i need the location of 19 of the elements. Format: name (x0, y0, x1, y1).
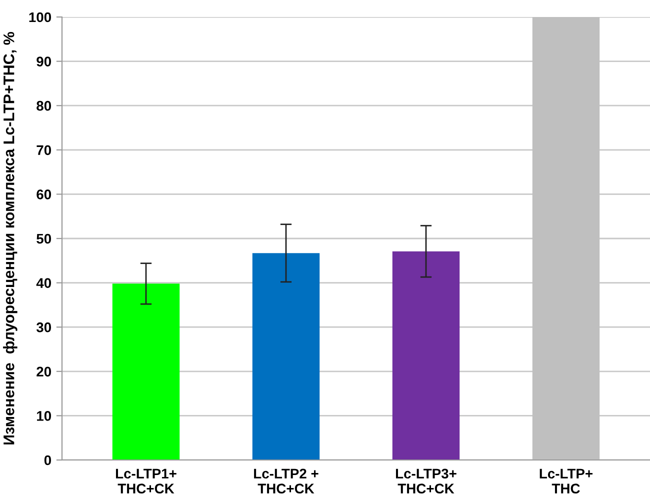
y-tick-label: 80 (36, 100, 52, 111)
y-tick-label: 30 (36, 322, 52, 332)
y-tick-label: 0 (44, 455, 52, 466)
x-tick-label: Lc-LTP3+ THC+CK (396, 468, 456, 494)
bar (252, 253, 320, 460)
x-tick-label: Lc-LTP+ THC (540, 468, 593, 494)
y-tick-label: 50 (36, 234, 52, 244)
y-axis-title: Изменение флуоресценции комплекса Lc-LTP+THC, % (3, 32, 18, 444)
x-tick-label: Lc-LTP2 + THC+CK (254, 468, 318, 494)
x-tick-label: Lc-LTP1+ THC+CK (116, 468, 176, 494)
bar (112, 284, 180, 460)
y-tick-label: 90 (36, 56, 52, 66)
y-tick-label: 20 (36, 366, 52, 377)
y-tick-label: 70 (36, 145, 52, 156)
y-tick-label: 100 (29, 12, 52, 22)
y-tick-label: 10 (37, 411, 52, 421)
bar (392, 251, 460, 460)
y-tick-label: 40 (36, 278, 52, 288)
y-tick-label: 60 (36, 190, 52, 200)
